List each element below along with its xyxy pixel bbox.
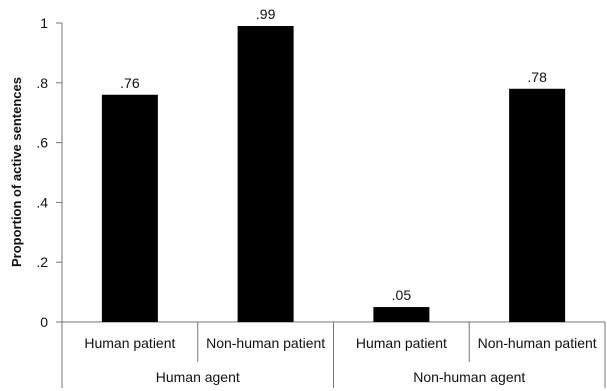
group-label: Human agent [156,369,240,385]
y-tick-label: .8 [36,75,48,91]
bar [509,88,566,322]
category-label: Human patient [356,335,447,351]
category-label: Non-human patient [206,335,325,351]
data-label: .78 [527,69,547,85]
bar [373,307,430,322]
y-ticks: 0 .2 .4 .6 .8 1 [36,15,62,330]
group-label: Non-human agent [413,369,525,385]
y-tick-label: 1 [40,15,48,31]
y-axis-label: Proportion of active sentences [9,77,24,267]
data-label: .76 [120,75,140,91]
data-label: .05 [392,287,412,303]
bar [237,25,294,323]
data-labels: .76 .99 .05 .78 [120,6,547,303]
category-label: Human patient [84,335,175,351]
y-tick-label: 0 [40,314,48,330]
y-tick-label: .6 [36,135,48,151]
category-labels: Human patient Non-human patient Human pati… [84,335,596,351]
group-labels: Human agent Non-human agent [156,369,526,385]
bar [101,94,158,322]
bars [101,25,566,323]
y-tick-label: .2 [36,254,48,270]
category-label: Non-human patient [478,335,597,351]
y-tick-label: .4 [36,194,48,210]
data-label: .99 [256,6,276,22]
